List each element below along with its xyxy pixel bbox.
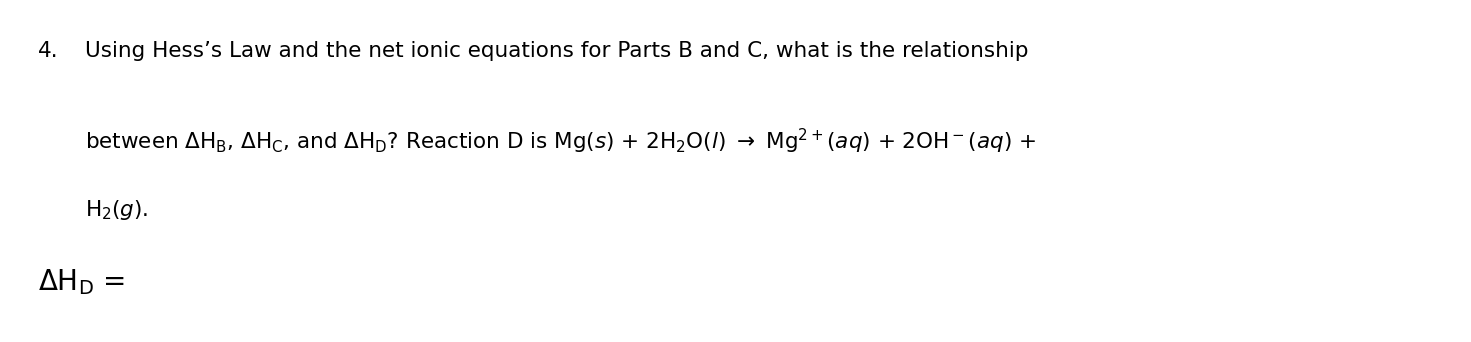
Text: 4.: 4.: [38, 41, 59, 61]
Text: between ΔH$_\mathrm{B}$, ΔH$_\mathrm{C}$, and ΔH$_\mathrm{D}$? Reaction D is Mg(: between ΔH$_\mathrm{B}$, ΔH$_\mathrm{C}$…: [85, 127, 1037, 156]
Text: H$_2$($g$).: H$_2$($g$).: [85, 198, 149, 222]
Text: Using Hess’s Law and the net ionic equations for Parts B and C, what is the rela: Using Hess’s Law and the net ionic equat…: [85, 41, 1028, 61]
Text: ΔH$_\mathrm{D}$ =: ΔH$_\mathrm{D}$ =: [38, 267, 125, 297]
